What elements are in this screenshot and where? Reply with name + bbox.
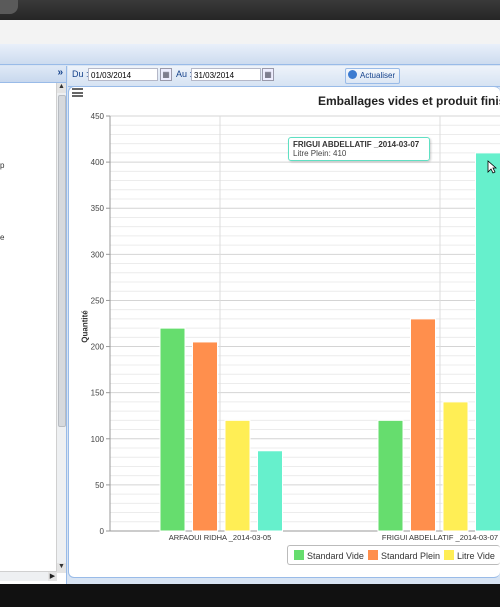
legend-label: Standard Vide	[307, 551, 364, 561]
y-tick-label: 150	[91, 389, 105, 398]
window-title-bar	[0, 0, 500, 20]
y-tick-label: 200	[91, 343, 105, 352]
x-tick-label: FRIGUI ABDELLATIF _2014-03-07	[382, 533, 498, 542]
x-tick-label: ARFAOUI RIDHA _2014-03-05	[169, 533, 272, 542]
bar[interactable]	[159, 327, 186, 532]
scrollbar-thumb[interactable]	[58, 95, 66, 427]
taskbar	[0, 584, 500, 607]
chart-tooltip: FRIGUI ABDELLATIF _2014-03-07 Litre Plei…	[288, 137, 430, 161]
y-tick-label: 450	[91, 112, 105, 121]
bar[interactable]	[257, 450, 283, 532]
mouse-cursor-icon	[487, 160, 497, 174]
chart-legend: Standard Vide Standard Plein Litre Vide	[287, 545, 500, 565]
scroll-right-arrow-icon[interactable]: ▶	[48, 572, 57, 581]
calendar-icon[interactable]: ▦	[262, 68, 274, 81]
du-label: Du :	[72, 69, 89, 79]
refresh-button[interactable]: Actualiser	[345, 68, 401, 84]
chart-title: Emballages vides et produit finis (V	[318, 94, 500, 108]
start-date-field[interactable]: 01/03/2014	[88, 68, 158, 81]
legend-item-standard-plein[interactable]: Standard Plein	[368, 550, 440, 561]
y-tick-label: 350	[91, 204, 105, 213]
tooltip-title: FRIGUI ABDELLATIF _2014-03-07	[293, 140, 420, 149]
left-panel-header: »	[0, 66, 66, 83]
scroll-down-arrow-icon[interactable]: ▼	[57, 563, 66, 573]
browser-toolbar	[0, 20, 500, 45]
calendar-icon[interactable]: ▦	[160, 68, 172, 81]
browser-tab-corner[interactable]	[0, 0, 18, 14]
refresh-button-label: Actualiser	[360, 71, 396, 80]
left-panel-horizontal-scrollbar[interactable]: ▶	[0, 571, 57, 581]
bar[interactable]	[442, 401, 469, 532]
y-axis-label: Quantité	[80, 310, 90, 343]
left-panel-text: p	[0, 161, 5, 170]
y-tick-label: 250	[91, 296, 105, 305]
bar[interactable]	[377, 419, 404, 532]
legend-item-standard-vide[interactable]: Standard Vide	[294, 550, 364, 561]
collapse-panel-icon[interactable]: »	[57, 67, 63, 78]
legend-item-litre-vide[interactable]: Litre Vide	[444, 550, 495, 561]
au-label: Au :	[176, 69, 193, 79]
tooltip-value: Litre Plein: 410	[293, 149, 347, 158]
y-tick-label: 400	[91, 158, 105, 167]
left-panel-vertical-scrollbar[interactable]: ▲ ▼	[56, 83, 66, 573]
app-header	[0, 44, 500, 65]
y-tick-label: 300	[91, 250, 105, 259]
legend-label: Standard Plein	[381, 551, 441, 561]
left-panel-text: e	[0, 233, 5, 242]
chart-menu-icon[interactable]	[72, 88, 83, 97]
bar[interactable]	[224, 419, 251, 532]
left-panel: » p e ▲ ▼ ▶	[0, 66, 67, 584]
bar[interactable]	[410, 318, 436, 532]
legend-label: Litre Vide	[457, 551, 495, 561]
scroll-up-arrow-icon[interactable]: ▲	[57, 83, 66, 93]
bar[interactable]	[475, 152, 500, 532]
y-tick-label: 50	[95, 481, 104, 490]
bar[interactable]	[192, 341, 218, 532]
refresh-icon	[348, 70, 357, 79]
y-tick-label: 100	[91, 435, 105, 444]
end-date-field[interactable]: 31/03/2014	[191, 68, 261, 81]
y-tick-label: 0	[100, 527, 105, 536]
